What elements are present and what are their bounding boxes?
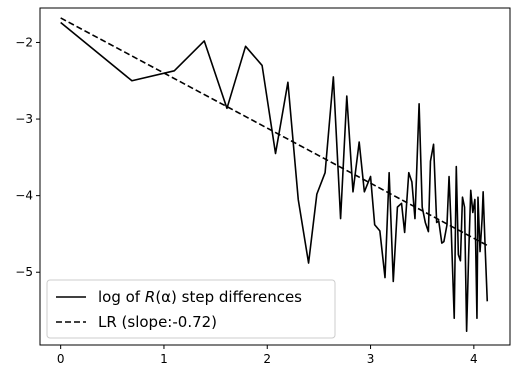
x-tick-label: 1 [160,352,168,366]
x-tick-label: 3 [367,352,375,366]
series-layer [60,17,489,333]
y-axis: −2 −3 −4 −5 [15,35,40,279]
x-axis: 0 1 2 3 4 [57,345,478,366]
legend-entry-label: log of R(α) step differences [98,288,302,306]
legend-box [46,279,336,339]
legend-entry-label: LR (slope:-0.72) [98,313,217,331]
x-tick-label: 2 [263,352,271,366]
y-tick-label: −5 [15,265,33,279]
x-tick-label: 0 [57,352,65,366]
legend: log of R(α) step differences LR (slope:-0… [46,279,336,339]
plot-area-frame [39,7,511,346]
step-differences-line [60,21,489,333]
y-tick-label: −2 [15,35,33,49]
y-tick-label: −4 [15,189,33,203]
y-tick-label: −3 [15,112,33,126]
x-tick-label: 4 [470,352,478,366]
